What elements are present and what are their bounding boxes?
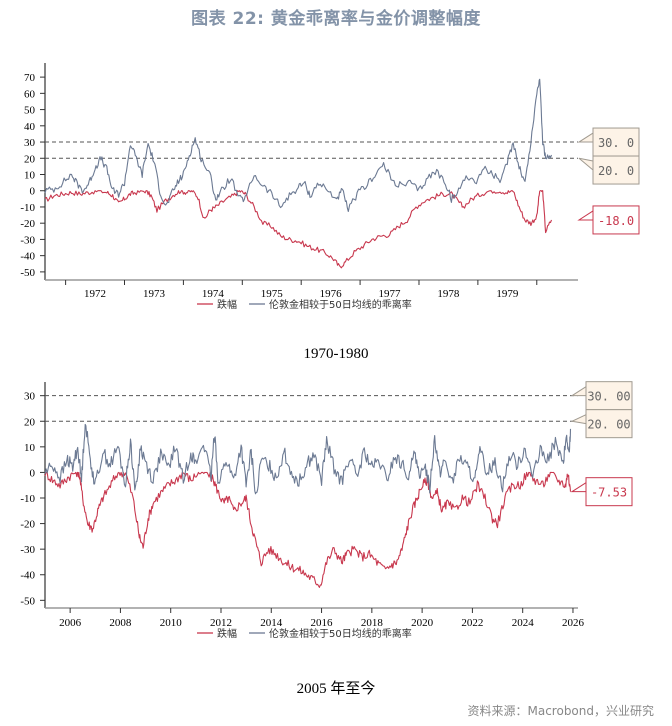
- x-tick-label: 2016: [311, 617, 334, 629]
- series-line-drawdown: [44, 471, 572, 588]
- annotation-last-drawdown: -18.0: [577, 205, 640, 235]
- annotation-threshold-30: 30. 00: [570, 381, 633, 411]
- callout-label: 20. 00: [587, 418, 630, 432]
- y-tick-label: 20: [24, 416, 36, 428]
- y-tick-label: -40: [20, 570, 35, 582]
- annotation-threshold-20: 20. 0: [578, 155, 640, 185]
- source-note: 资料来源：Macrobond，兴业研究: [467, 704, 655, 718]
- figure-title: 图表 22: 黄金乖离率与金价调整幅度: [191, 9, 481, 29]
- callout-pointer: [578, 157, 594, 171]
- y-tick-label: 10: [24, 170, 36, 182]
- callout-pointer: [570, 414, 587, 425]
- x-tick-label: 1976: [320, 288, 343, 300]
- x-tick-label: 2022: [461, 617, 483, 629]
- x-tick-label: 1974: [202, 288, 225, 300]
- callout-box: [592, 205, 640, 235]
- x-tick-label: 1973: [143, 288, 166, 300]
- annotation-last-drawdown: -7.53: [570, 477, 633, 507]
- y-tick-label: -20: [20, 519, 35, 531]
- x-tick-label: 1977: [379, 288, 402, 300]
- y-tick-label: -50: [20, 267, 35, 279]
- legend-label-deviation: 伦敦金相较于50日均线的乖离率: [269, 298, 412, 311]
- y-tick-label: -30: [20, 544, 35, 556]
- x-tick-label: 1972: [84, 288, 106, 300]
- legend: 跌幅 伦敦金相较于50日均线的乖离率: [197, 298, 412, 311]
- y-tick-label: 30: [24, 391, 36, 403]
- x-tick-label: 1979: [496, 288, 519, 300]
- x-tick-label: 2010: [160, 617, 183, 629]
- legend-label-drawdown: 跌幅: [217, 627, 237, 640]
- callout-label: 30. 00: [587, 390, 630, 404]
- callout-pointer: [570, 386, 587, 397]
- series-line-deviation: [44, 78, 553, 213]
- y-tick-label: 50: [24, 105, 36, 117]
- x-tick-label: 2008: [109, 617, 132, 629]
- y-tick-label: -40: [20, 251, 35, 263]
- y-tick-label: -10: [20, 202, 35, 214]
- series-line-drawdown: [44, 190, 553, 269]
- x-tick-label: 2020: [411, 617, 434, 629]
- y-tick-label: -20: [20, 218, 35, 230]
- x-tick-label: 2018: [361, 617, 384, 629]
- callout-box: [585, 381, 633, 411]
- legend-label-deviation: 伦敦金相较于50日均线的乖离率: [269, 627, 412, 640]
- y-tick-label: 20: [24, 153, 36, 165]
- y-tick-label: 70: [24, 72, 36, 84]
- y-tick-label: 30: [24, 137, 36, 149]
- y-tick-label: 0: [30, 467, 36, 479]
- callout-pointer: [570, 482, 587, 493]
- y-tick-label: 60: [24, 88, 36, 100]
- legend-label-drawdown: 跌幅: [217, 298, 237, 311]
- callout-pointer: [577, 210, 594, 221]
- y-tick-label: 0: [30, 186, 36, 198]
- callout-box: [585, 409, 633, 439]
- x-tick-label: 2012: [210, 617, 232, 629]
- callout-label: 30. 0: [598, 136, 634, 150]
- x-tick-label: 2026: [562, 617, 585, 629]
- y-tick-label: -30: [20, 234, 35, 246]
- legend: 跌幅 伦敦金相较于50日均线的乖离率: [197, 627, 412, 640]
- chart-subtitle-1970-1980: 1970-1980: [303, 346, 369, 362]
- x-tick-label: 1978: [437, 288, 460, 300]
- callout-box: [592, 155, 640, 185]
- chart-subtitle-2005-present: 2005 年至今: [296, 681, 376, 697]
- annotation-threshold-20: 20. 00: [570, 409, 633, 439]
- callout-box: [585, 477, 633, 507]
- callout-label: -7.53: [591, 486, 627, 500]
- x-tick-label: 2024: [512, 617, 535, 629]
- x-tick-label: 2006: [59, 617, 82, 629]
- y-tick-label: 10: [24, 442, 36, 454]
- y-tick-label: -50: [20, 595, 35, 607]
- annotation-threshold-30: 30. 0: [577, 127, 640, 157]
- y-tick-label: 40: [24, 121, 36, 133]
- callout-label: 20. 0: [598, 164, 634, 178]
- series-line-deviation: [44, 423, 572, 495]
- y-tick-label: -10: [20, 493, 35, 505]
- x-tick-label: 2014: [260, 617, 283, 629]
- chart-1970-1980: 70 60 50 40 30 20 10 0 -10 -20 -30 -40 -50 1972 1973 19…: [20, 63, 640, 311]
- callout-pointer: [577, 132, 594, 143]
- x-tick-label: 1975: [261, 288, 284, 300]
- callout-label: -18.0: [598, 214, 634, 228]
